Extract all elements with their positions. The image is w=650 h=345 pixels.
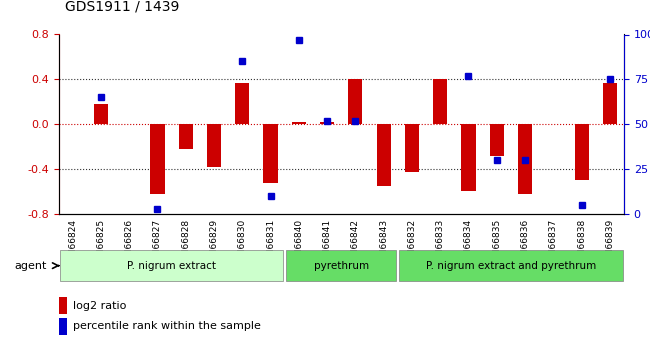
Bar bbox=[433, 79, 447, 124]
Bar bbox=[518, 124, 532, 194]
Text: GDS1911 / 1439: GDS1911 / 1439 bbox=[65, 0, 179, 14]
Bar bbox=[179, 124, 193, 149]
Bar bbox=[207, 124, 221, 167]
Text: P. nigrum extract: P. nigrum extract bbox=[127, 261, 216, 270]
Bar bbox=[292, 122, 306, 124]
Bar bbox=[489, 124, 504, 156]
Text: agent: agent bbox=[15, 261, 47, 270]
FancyBboxPatch shape bbox=[286, 250, 396, 281]
Bar bbox=[348, 79, 363, 124]
Bar bbox=[58, 297, 67, 314]
Bar bbox=[462, 124, 476, 191]
Bar bbox=[405, 124, 419, 172]
Bar bbox=[58, 318, 67, 335]
Bar bbox=[575, 124, 589, 180]
Text: percentile rank within the sample: percentile rank within the sample bbox=[73, 322, 261, 331]
Text: pyrethrum: pyrethrum bbox=[314, 261, 369, 270]
Text: log2 ratio: log2 ratio bbox=[73, 301, 126, 310]
FancyBboxPatch shape bbox=[399, 250, 623, 281]
Bar bbox=[320, 122, 334, 124]
Bar bbox=[94, 104, 108, 124]
FancyBboxPatch shape bbox=[60, 250, 283, 281]
Bar bbox=[376, 124, 391, 186]
Bar bbox=[263, 124, 278, 183]
Bar bbox=[603, 83, 617, 124]
Bar bbox=[235, 83, 250, 124]
Bar bbox=[150, 124, 164, 194]
Text: P. nigrum extract and pyrethrum: P. nigrum extract and pyrethrum bbox=[426, 261, 596, 270]
